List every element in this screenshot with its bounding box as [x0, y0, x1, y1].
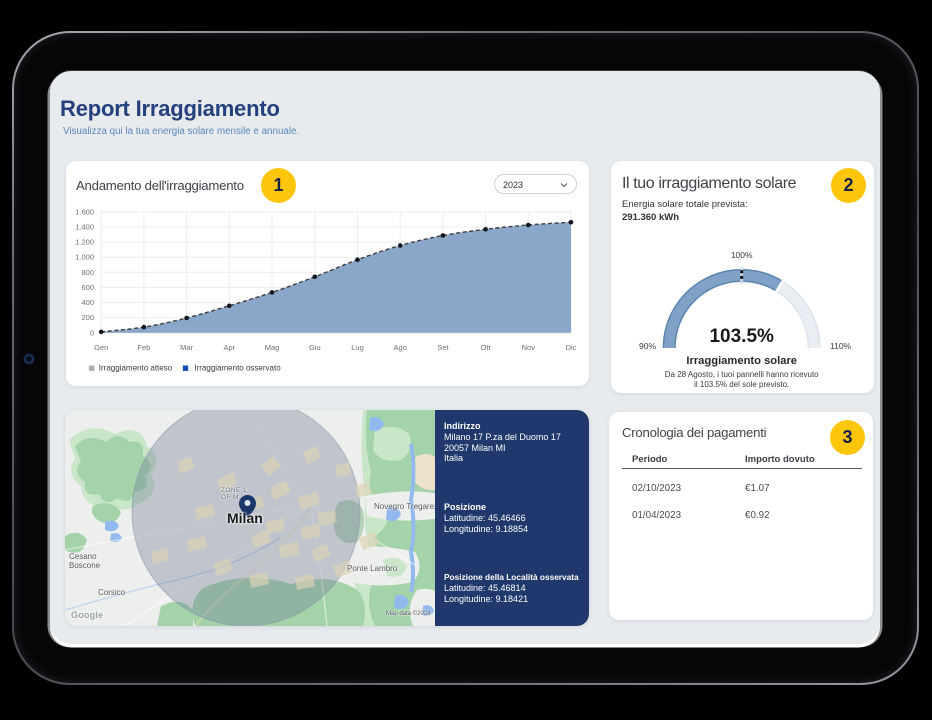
svg-text:Lug: Lug	[351, 343, 364, 352]
svg-text:1.200: 1.200	[75, 238, 94, 247]
svg-text:Ago: Ago	[394, 343, 407, 352]
svg-text:Ott: Ott	[481, 343, 492, 352]
svg-text:il 103.5% del sole previsto.: il 103.5% del sole previsto.	[694, 380, 789, 389]
svg-text:Nov: Nov	[522, 343, 536, 352]
svg-text:200: 200	[81, 313, 94, 322]
svg-text:600: 600	[81, 283, 94, 292]
svg-text:Da 28 Agosto, i tuoi pannelli: Da 28 Agosto, i tuoi pannelli hanno rice…	[665, 370, 819, 379]
svg-text:110%: 110%	[830, 341, 852, 351]
svg-text:Feb: Feb	[137, 343, 150, 352]
svg-text:0: 0	[90, 328, 94, 337]
svg-text:Irraggiamento atteso: Irraggiamento atteso	[99, 363, 173, 372]
svg-text:Apr: Apr	[223, 343, 235, 352]
svg-text:Giu: Giu	[309, 343, 321, 352]
svg-text:Irraggiamento osservato: Irraggiamento osservato	[194, 363, 281, 372]
svg-text:Mar: Mar	[180, 343, 193, 352]
svg-text:Dic: Dic	[566, 343, 577, 352]
svg-text:800: 800	[81, 268, 94, 277]
svg-text:1.400: 1.400	[75, 223, 94, 232]
svg-text:90%: 90%	[639, 341, 656, 351]
svg-text:Irraggiamento solare: Irraggiamento solare	[686, 355, 797, 367]
svg-text:100%: 100%	[731, 250, 753, 260]
svg-text:Mag: Mag	[265, 343, 280, 352]
svg-text:103.5%: 103.5%	[709, 326, 774, 347]
svg-text:Set: Set	[437, 343, 449, 352]
svg-text:Gen: Gen	[94, 343, 108, 352]
svg-text:1.600: 1.600	[75, 207, 94, 216]
svg-text:400: 400	[81, 298, 94, 307]
svg-text:1.000: 1.000	[75, 253, 94, 262]
